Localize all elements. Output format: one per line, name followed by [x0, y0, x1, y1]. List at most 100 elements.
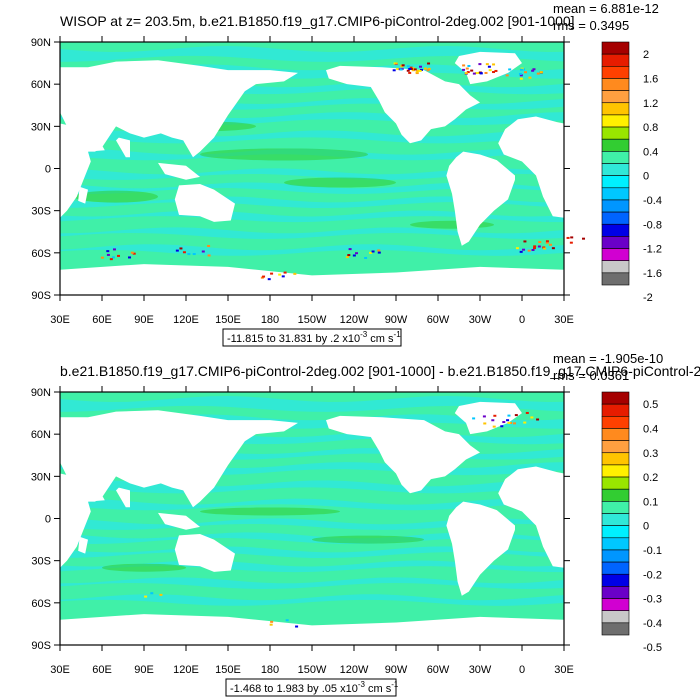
colorbar-label: 0: [643, 171, 649, 183]
colorbar-swatch: [601, 41, 630, 55]
colorbar-swatch: [601, 138, 630, 152]
colorbar-swatch: [601, 428, 630, 441]
colorbar-label: -1.6: [643, 268, 662, 280]
lon-tick-label: 150W: [298, 314, 327, 326]
colorbar-label: 0.2: [643, 472, 658, 484]
latitude-axis: 90N 60N 30N 0 30S 60S 90S: [31, 37, 570, 302]
colorbar-swatch: [601, 211, 630, 225]
colorbar-swatch: [601, 586, 630, 599]
colorbar-label: -2: [643, 292, 653, 304]
colorbar-swatch: [601, 236, 630, 249]
lon-tick-label: 90W: [385, 664, 408, 676]
colorbar-swatch: [601, 452, 630, 466]
colorbar-label: -0.3: [643, 594, 662, 606]
stats-rms: rms = 0.3495: [553, 18, 629, 33]
colorbar-swatch: [601, 187, 630, 201]
colorbar-swatch: [601, 78, 630, 91]
range-text: -1.468 to 1.983 by .05 x10: [230, 683, 358, 695]
colorbar-swatch: [601, 90, 630, 104]
lon-tick-label: 30E: [50, 314, 70, 326]
colorbar-swatch: [601, 573, 630, 587]
colorbar-swatch: [601, 513, 630, 526]
colorbar-swatch: [601, 416, 630, 429]
colorbar-swatch: [601, 260, 630, 274]
lat-tick-label: 90S: [31, 640, 51, 652]
colorbar-swatch: [601, 223, 630, 237]
colorbar-label: 1.2: [643, 98, 658, 110]
svg-text:-1.468 to 1.983 by .05 x10-3 c: -1.468 to 1.983 by .05 x10-3 cm s-1: [230, 680, 399, 695]
colorbar-swatch: [601, 175, 630, 189]
colorbar-swatch: [601, 622, 630, 636]
lon-tick-label: 30E: [554, 664, 574, 676]
lon-tick-label: 120E: [173, 664, 199, 676]
colorbar-label: 1.6: [643, 73, 658, 85]
lon-tick-label: 90W: [385, 314, 408, 326]
colorbar-label: -0.4: [643, 195, 662, 207]
colorbar-swatch: [601, 272, 630, 286]
lat-tick-label: 60N: [31, 429, 51, 441]
colorbar-label: 2: [643, 49, 649, 61]
stats-mean: mean = 6.881e-12: [553, 1, 659, 16]
colorbar-label: -0.4: [643, 618, 662, 630]
lon-tick-label: 150E: [215, 314, 241, 326]
lon-tick-label: 120W: [340, 664, 369, 676]
colorbar-label: 0.4: [643, 423, 658, 435]
map-plot-area: [59, 391, 565, 646]
colorbar-label: 0.3: [643, 448, 658, 460]
colorbar-swatch: [601, 391, 630, 405]
lon-tick-label: 30W: [469, 664, 492, 676]
colorbar-swatch: [601, 151, 630, 164]
lon-tick-label: 0: [519, 664, 525, 676]
colorbar-swatch: [601, 464, 630, 478]
range-units: cm s: [367, 333, 394, 345]
range-units: cm s: [365, 683, 392, 695]
map-title: b.e21.B1850.f19_g17.CMIP6-piControl-2deg…: [60, 363, 700, 379]
colorbar-label: -0.2: [643, 569, 662, 581]
lat-tick-label: 60S: [31, 598, 51, 610]
lat-tick-label: 90S: [31, 290, 51, 302]
lon-tick-label: 30E: [50, 664, 70, 676]
lon-tick-label: 150W: [298, 664, 327, 676]
range-exponent: -3: [358, 680, 366, 689]
lon-tick-label: 30E: [554, 314, 574, 326]
lon-tick-label: 60W: [427, 664, 450, 676]
lat-tick-label: 30N: [31, 471, 51, 483]
colorbar-swatch: [601, 488, 630, 502]
colorbar: 2 1.6 1.2 0.8 0.4 0 -0.4 -0.8 -1.2 -1.6 -2: [601, 41, 662, 304]
colorbar-swatch: [601, 163, 630, 176]
colorbar-label: -0.1: [643, 545, 662, 557]
map-panel-top: WISOP at z= 203.5m, b.e21.B1850.f19_g17.…: [31, 1, 662, 347]
lon-tick-label: 60E: [92, 664, 112, 676]
lat-tick-label: 90N: [31, 37, 51, 49]
colorbar-label: -0.5: [643, 642, 662, 654]
contour-range-label: -11.815 to 31.831 by .2 x10-3 cm s-1: [222, 328, 402, 347]
colorbar-label: 0.5: [643, 399, 658, 411]
longitude-axis: 30E 60E 90E 120E 150E 180 150W 120W 90W 60W 30W 0 30…: [50, 36, 574, 326]
colorbar-swatch: [601, 248, 630, 262]
lon-tick-label: 30W: [469, 314, 492, 326]
lat-tick-label: 0: [45, 514, 51, 526]
range-units-exponent: -1: [391, 680, 399, 689]
colorbar-swatch: [601, 102, 630, 116]
colorbar-swatch: [601, 549, 630, 563]
latitude-axis: 90N 60N 30N 0 30S 60S 90S: [31, 387, 570, 652]
lon-tick-label: 90E: [134, 314, 154, 326]
colorbar-label: 0.1: [643, 496, 658, 508]
colorbar-swatch: [601, 501, 630, 514]
longitude-axis: 30E 60E 90E 120E 150E 180 150W 120W 90W 60W 30W 0 30…: [50, 386, 574, 676]
lat-tick-label: 0: [45, 164, 51, 176]
range-exponent: -3: [360, 330, 368, 339]
lat-tick-label: 90N: [31, 387, 51, 399]
colorbar-label: 0.8: [643, 122, 658, 134]
svg-text:-11.815 to 31.831 by .2 x10-3: -11.815 to 31.831 by .2 x10-3 cm s-1: [227, 330, 401, 345]
lat-tick-label: 60S: [31, 248, 51, 260]
lat-tick-label: 30S: [31, 206, 51, 218]
colorbar-swatch: [601, 610, 630, 624]
colorbar-swatch: [601, 53, 630, 67]
lon-tick-label: 180: [261, 314, 279, 326]
stats-rms: rms = 0.0361: [553, 368, 629, 383]
colorbar-label: 0.4: [643, 146, 658, 158]
colorbar-label: 0: [643, 521, 649, 533]
colorbar: 0.5 0.4 0.3 0.2 0.1 0 -0.1 -0.2 -0.3 -0.4 -0.5: [601, 391, 662, 654]
colorbar-swatch: [601, 537, 630, 551]
